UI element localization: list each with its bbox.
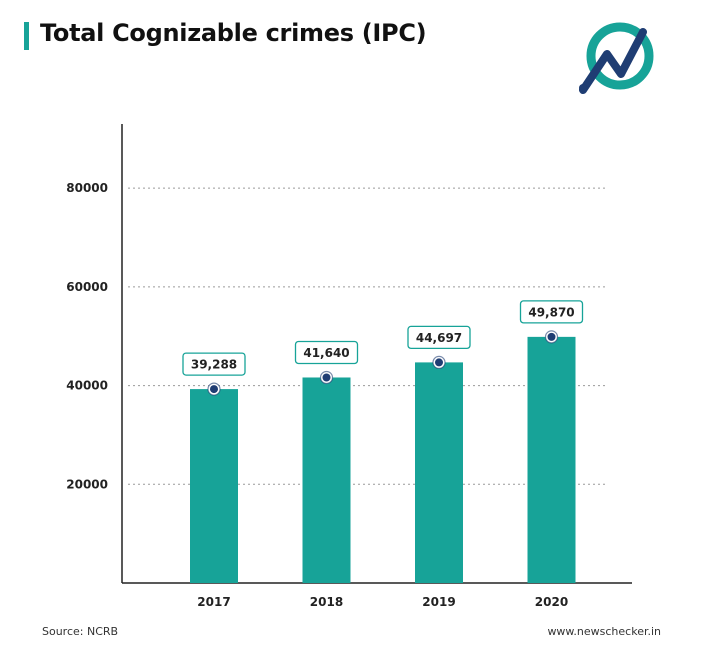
- y-tick-label: 60000: [66, 280, 108, 294]
- value-label: 44,697: [416, 331, 462, 345]
- source-note: Source: NCRB: [42, 625, 119, 638]
- y-tick-label: 80000: [66, 181, 108, 195]
- bar-top-marker: [435, 358, 443, 367]
- bar-top-marker: [322, 373, 331, 382]
- bar: [415, 362, 463, 583]
- x-tick-label: 2018: [310, 595, 343, 609]
- value-label: 49,870: [528, 305, 574, 319]
- x-tick-label: 2017: [197, 595, 230, 609]
- value-label: 39,288: [191, 358, 237, 372]
- value-label-box: [519, 300, 584, 324]
- bar-top-marker: [210, 385, 218, 394]
- bar: [190, 389, 238, 583]
- site-url: www.newschecker.in: [547, 625, 661, 638]
- y-tick-label: 40000: [66, 379, 108, 393]
- x-tick-label: 2019: [422, 595, 455, 609]
- value-label-box: [182, 352, 246, 376]
- bar-top-marker: [547, 332, 556, 341]
- value-label: 41,640: [303, 346, 349, 360]
- newschecker-logo-icon: [579, 22, 654, 94]
- value-label-box: [294, 340, 359, 365]
- y-tick-label: 20000: [66, 477, 108, 491]
- page-title: Total Cognizable crimes (IPC): [40, 19, 427, 47]
- title-accent-bar: [24, 22, 29, 50]
- bar: [527, 336, 576, 583]
- x-tick-label: 2020: [535, 595, 568, 609]
- bar: [302, 377, 351, 583]
- value-label-box: [407, 325, 471, 350]
